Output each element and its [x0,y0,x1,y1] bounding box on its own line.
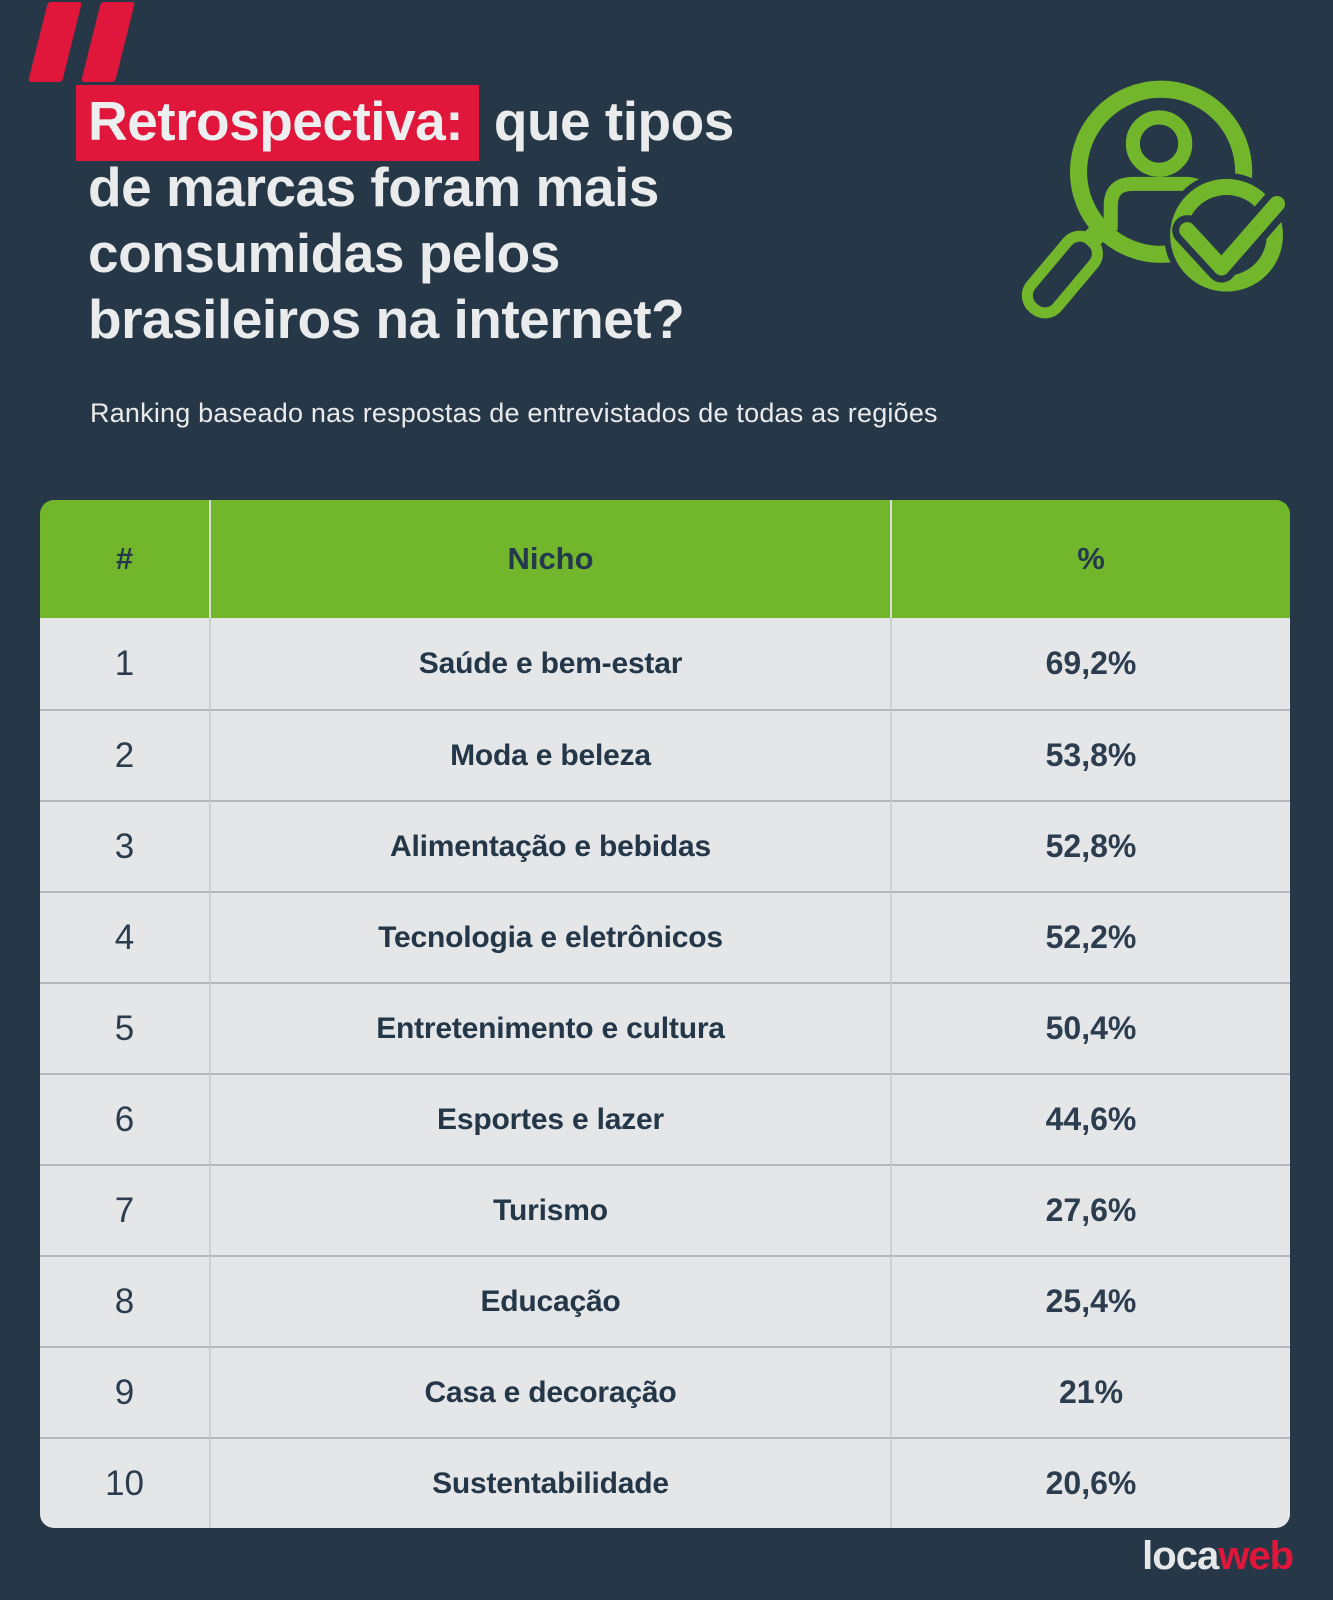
table-row: 5 Entretenimento e cultura 50,4% [40,982,1290,1073]
table-row: 10 Sustentabilidade 20,6% [40,1437,1290,1528]
rank-cell: 8 [40,1255,211,1346]
table-row: 3 Alimentação e bebidas 52,8% [40,800,1290,891]
ranking-table: # Nicho % 1 Saúde e bem-estar 69,2% 2 Mo… [40,500,1290,1528]
slash-icon [28,2,82,82]
nicho-cell: Sustentabilidade [211,1437,892,1528]
header-rank: # [40,500,211,618]
nicho-cell: Tecnologia e eletrônicos [211,891,892,982]
subtitle: Ranking baseado nas respostas de entrevi… [90,398,938,428]
table-row: 7 Turismo 27,6% [40,1164,1290,1255]
pct-cell: 27,6% [892,1164,1290,1255]
title-line4: brasileiros na internet? [88,288,685,350]
nicho-cell: Casa e decoração [211,1346,892,1437]
pct-cell: 21% [892,1346,1290,1437]
rank-cell: 7 [40,1164,211,1255]
header-pct: % [1077,541,1105,576]
table-row: 1 Saúde e bem-estar 69,2% [40,618,1290,709]
logo-loca-text: loca [1142,1534,1219,1578]
rank-cell: 3 [40,800,211,891]
search-person-check-icon [1021,80,1290,319]
title-line2: de marcas foram mais [88,156,659,218]
pct-cell: 52,2% [892,891,1290,982]
nicho-cell: Turismo [211,1164,892,1255]
table-row: 6 Esportes e lazer 44,6% [40,1073,1290,1164]
nicho-cell: Moda e beleza [211,709,892,800]
pct-cell: 50,4% [892,982,1290,1073]
nicho-cell: Alimentação e bebidas [211,800,892,891]
rank-cell: 1 [40,618,211,709]
pct-cell: 20,6% [892,1437,1290,1528]
nicho-cell: Esportes e lazer [211,1073,892,1164]
rank-cell: 5 [40,982,211,1073]
title-line1-rest: que tipos [479,90,734,152]
table-row: 9 Casa e decoração 21% [40,1346,1290,1437]
page-title: Retrospectiva: que tipos de marcas foram … [76,85,948,352]
quote-slashes-icon [28,2,154,84]
nicho-cell: Saúde e bem-estar [211,618,892,709]
table-row: 8 Educação 25,4% [40,1255,1290,1346]
table-row: 4 Tecnologia e eletrônicos 52,2% [40,891,1290,982]
rank-cell: 10 [40,1437,211,1528]
rank-cell: 4 [40,891,211,982]
pct-cell: 69,2% [1045,645,1137,681]
rank-cell: 9 [40,1346,211,1437]
locaweb-logo: locaweb [1142,1534,1294,1579]
pct-cell: 53,8% [892,709,1290,800]
rank-cell: 2 [40,709,211,800]
nicho-cell: Entretenimento e cultura [211,982,892,1073]
pct-cell: 52,8% [892,800,1290,891]
header-nicho: Nicho [211,500,892,618]
title-highlight: Retrospectiva: [76,85,480,161]
logo-web-text: web [1218,1534,1294,1578]
pct-cell: 25,4% [892,1255,1290,1346]
nicho-cell: Educação [211,1255,892,1346]
table-row: 2 Moda e beleza 53,8% [40,709,1290,800]
table-header-row: # Nicho % [40,500,1290,618]
rank-cell: 6 [40,1073,211,1164]
title-line3: consumidas pelos [88,222,560,284]
slash-icon [81,2,135,82]
pct-cell: 44,6% [892,1073,1290,1164]
